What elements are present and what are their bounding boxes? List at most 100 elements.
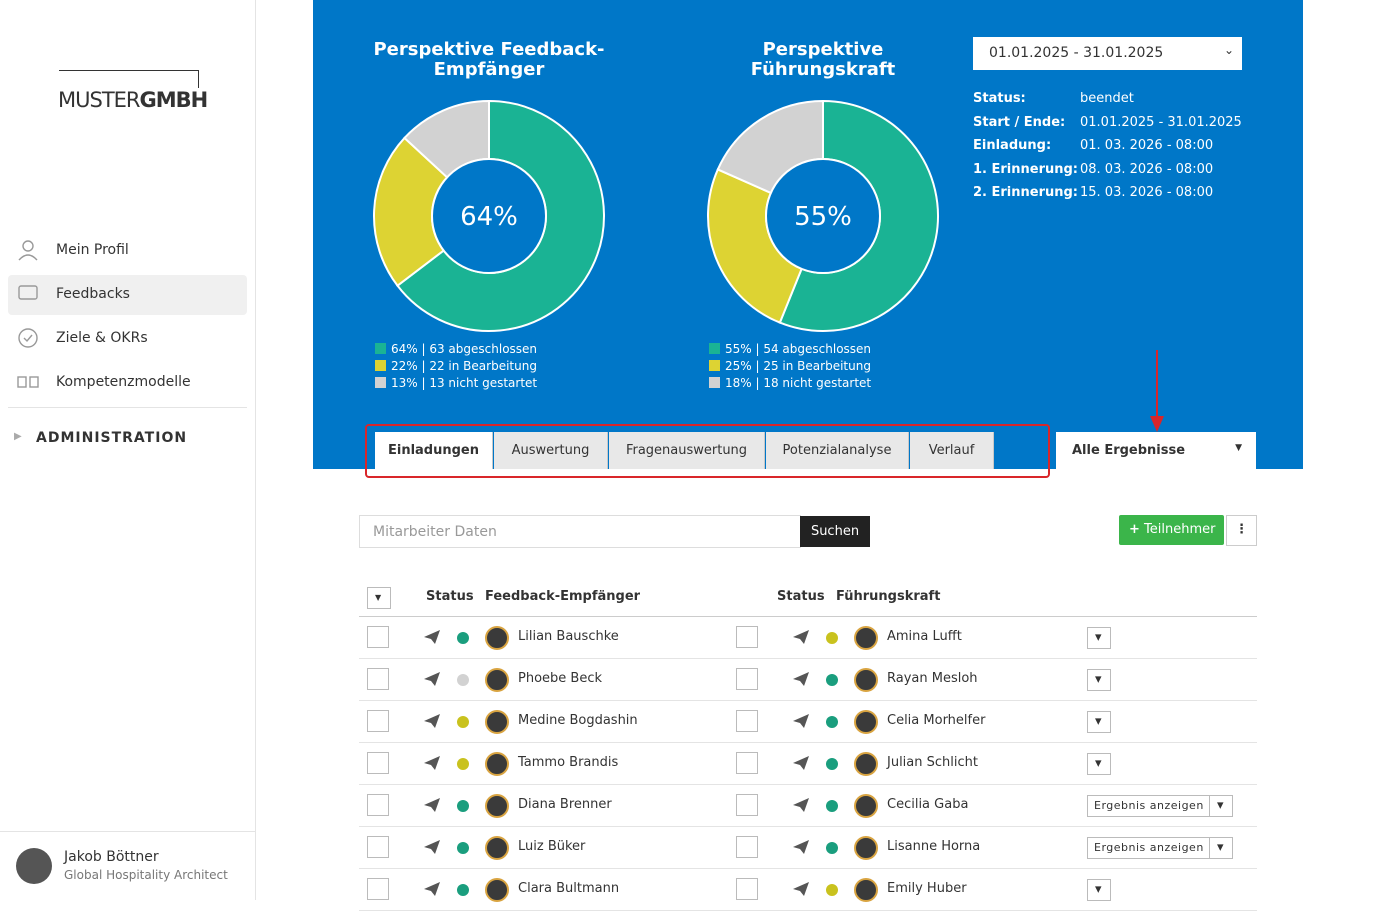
header: Feedback-Empfänger [485,589,641,604]
status-icons [792,881,809,896]
tab[interactable]: Einladungen [375,432,493,469]
person-name[interactable]: Celia Morhelfer [887,713,986,728]
person-name[interactable]: Luiz Büker [518,839,586,854]
status-icons [792,755,809,770]
status-icons [792,839,809,854]
status-icons [792,797,809,812]
avatar [854,878,878,902]
nav-item[interactable]: Ziele & OKRs [56,330,148,346]
row-menu[interactable]: ▾ [1209,795,1233,817]
person-name[interactable]: Medine Bogdashin [518,713,638,728]
checkbox[interactable] [736,752,758,774]
legend-swatch [709,377,720,388]
avatar [485,668,509,692]
person-name[interactable]: Diana Brenner [518,797,612,812]
person-name[interactable]: Tammo Brandis [518,755,619,770]
person-name[interactable]: Cecilia Gaba [887,797,969,812]
status-dot [826,800,838,812]
checkbox[interactable] [367,794,389,816]
info-value: 01. 03. 2026 - 08:00 [1080,138,1214,153]
donut-charts: 64% 55% [373,99,939,332]
search-button[interactable]: Suchen [800,516,870,547]
header: Status [777,589,825,604]
nav-item[interactable]: Kompetenzmodelle [56,374,191,390]
select-all[interactable]: ▼ [367,587,391,609]
chart-title: Führungskraft [750,59,896,80]
divider [8,407,247,408]
person-name[interactable]: Emily Huber [887,881,967,896]
results-select[interactable]: Alle Ergebnisse ▼ [1056,432,1256,469]
user-role: Global Hospitality Architect [64,868,228,882]
info-label: Start / Ende: [973,114,1066,130]
row-menu[interactable]: ▾ [1209,837,1233,859]
legend-text: 64% | 63 abgeschlossen [391,342,538,356]
table-row [359,743,1257,785]
checkbox[interactable] [367,752,389,774]
avatar [854,794,878,818]
row-menu[interactable]: ▾ [1087,669,1111,691]
row-menu[interactable]: ▾ [1087,753,1111,775]
row-menu[interactable]: ▾ [1087,627,1111,649]
status-dot [826,716,838,728]
checkbox[interactable] [736,668,758,690]
checkbox[interactable] [736,836,758,858]
checkbox[interactable] [367,710,389,732]
nav-item[interactable]: Mein Profil [56,242,129,258]
row-menu[interactable]: ▾ [1087,879,1111,901]
checkbox[interactable] [736,878,758,900]
status-dot [826,632,838,644]
checkbox[interactable] [736,626,758,648]
nav-item[interactable]: Feedbacks [8,275,247,315]
sent-icon [424,798,440,812]
nav-icons [17,240,39,388]
person-name[interactable]: Clara Bultmann [518,881,620,896]
avatar [854,752,878,776]
person-name[interactable]: Julian Schlicht [887,755,978,770]
legend-swatch [375,377,386,388]
tab[interactable]: Verlauf [910,432,994,469]
person-name[interactable]: Lilian Bauschke [518,629,619,644]
row-menu[interactable]: ▾ [1087,711,1111,733]
period-select[interactable]: 01.01.2025 - 31.01.2025 ⌄ [973,37,1242,70]
checkbox[interactable] [736,794,758,816]
status-icons [792,629,809,644]
status-icons [423,671,440,686]
avatar [485,710,509,734]
search-input[interactable]: Mitarbeiter Daten [359,515,801,548]
info-label: Status: [973,91,1026,106]
checkbox[interactable] [367,668,389,690]
sent-icon [793,756,809,770]
info-value: 15. 03. 2026 - 08:00 [1080,185,1214,200]
status-icons [423,629,440,644]
avatar [485,626,509,650]
status-dot [457,800,469,812]
admin[interactable]: ADMINISTRATION [36,430,188,446]
checkbox[interactable] [736,710,758,732]
info-value: 01.01.2025 - 31.01.2025 [1080,114,1242,130]
tab[interactable]: Fragenauswertung [609,432,765,469]
person-name[interactable]: Phoebe Beck [518,671,603,686]
checkbox[interactable] [367,836,389,858]
avatar [485,752,509,776]
sent-icon [424,756,440,770]
caret: ▾ [1095,630,1102,645]
info-value: 08. 03. 2026 - 08:00 [1080,161,1214,177]
add-button[interactable]: + Teilnehmer [1119,515,1224,545]
legend-item: 25% | 25 in Bearbeitung [709,358,871,375]
person-name[interactable]: Rayan Mesloh [887,671,978,686]
table-row [359,659,1257,701]
status-dot [826,674,838,686]
more-button[interactable]: ⋮ [1226,515,1257,546]
result-button[interactable]: Ergebnis anzeigen [1087,837,1211,859]
tab[interactable]: Auswertung [494,432,608,469]
person-name[interactable]: Lisanne Horna [887,839,981,854]
checkbox[interactable] [367,626,389,648]
logo: MUSTERGMBH [58,88,208,112]
tab[interactable]: Potenzialanalyse [766,432,909,469]
sent-icon [793,882,809,896]
person-name[interactable]: Amina Lufft [887,629,962,644]
avatar [854,626,878,650]
caret: ▾ [1217,798,1224,813]
checkbox[interactable] [367,878,389,900]
result-button[interactable]: Ergebnis anzeigen [1087,795,1211,817]
